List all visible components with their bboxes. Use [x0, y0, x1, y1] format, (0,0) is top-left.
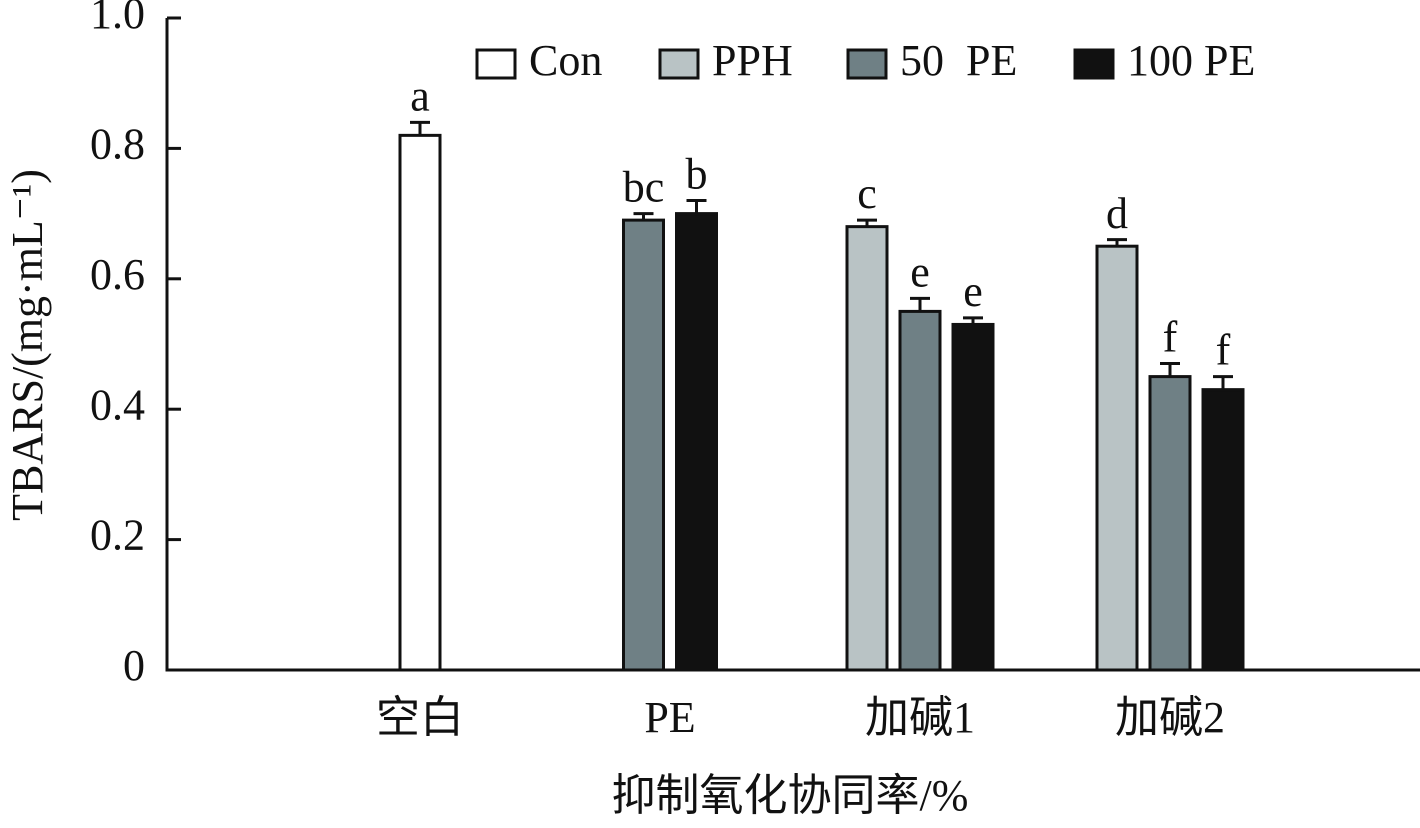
y-axis-title: TBARS/(mg·mL⁻¹) [3, 169, 52, 521]
error-bar [1160, 362, 1180, 377]
bar [622, 218, 665, 672]
error-bar [686, 199, 707, 214]
x-tick-label: 空白 [376, 693, 464, 742]
error-bar [1107, 238, 1127, 247]
significance-letter: bc [623, 163, 665, 212]
bar [1201, 388, 1245, 672]
y-tick-label: 0.4 [90, 380, 145, 429]
legend-label: PPH [712, 36, 793, 85]
significance-letter: f [1216, 326, 1231, 375]
error-bar [1213, 375, 1233, 390]
x-tick-label: 加碱1 [865, 693, 975, 742]
error-bar [910, 296, 930, 312]
legend-label: 50 PE [900, 36, 1017, 85]
significance-letter: e [910, 247, 930, 296]
error-bar [633, 212, 654, 221]
significance-letter: a [410, 71, 430, 120]
legend-swatch [475, 48, 517, 80]
error-bar [963, 316, 983, 325]
x-tick-label: PE [644, 693, 695, 742]
y-tick-label: 0.8 [90, 119, 145, 168]
bar [951, 322, 995, 672]
legend-swatch [846, 48, 888, 80]
y-tick-label: 1.0 [90, 0, 145, 38]
significance-letter: b [686, 150, 708, 199]
bar [1095, 244, 1139, 672]
significance-letter: c [857, 169, 877, 218]
error-bar [410, 120, 430, 136]
legend-swatch [1073, 48, 1115, 80]
significance-letter: f [1163, 313, 1178, 362]
legend-label: 100 PE [1127, 36, 1255, 85]
bar [1148, 375, 1192, 672]
y-tick-label: 0.2 [90, 511, 145, 560]
legend-swatch [658, 48, 700, 80]
legend-label: Con [529, 36, 602, 85]
significance-letter: d [1106, 189, 1128, 238]
x-axis-title: 抑制氧化协同率/% [612, 771, 969, 820]
error-bar [857, 218, 877, 227]
bar [398, 133, 442, 672]
y-tick-label: 0.6 [90, 250, 145, 299]
bar [845, 225, 889, 672]
bar [675, 212, 718, 672]
y-tick-label: 0 [123, 641, 145, 690]
significance-letter: e [963, 267, 983, 316]
x-tick-label: 加碱2 [1115, 693, 1225, 742]
bar [898, 309, 942, 672]
